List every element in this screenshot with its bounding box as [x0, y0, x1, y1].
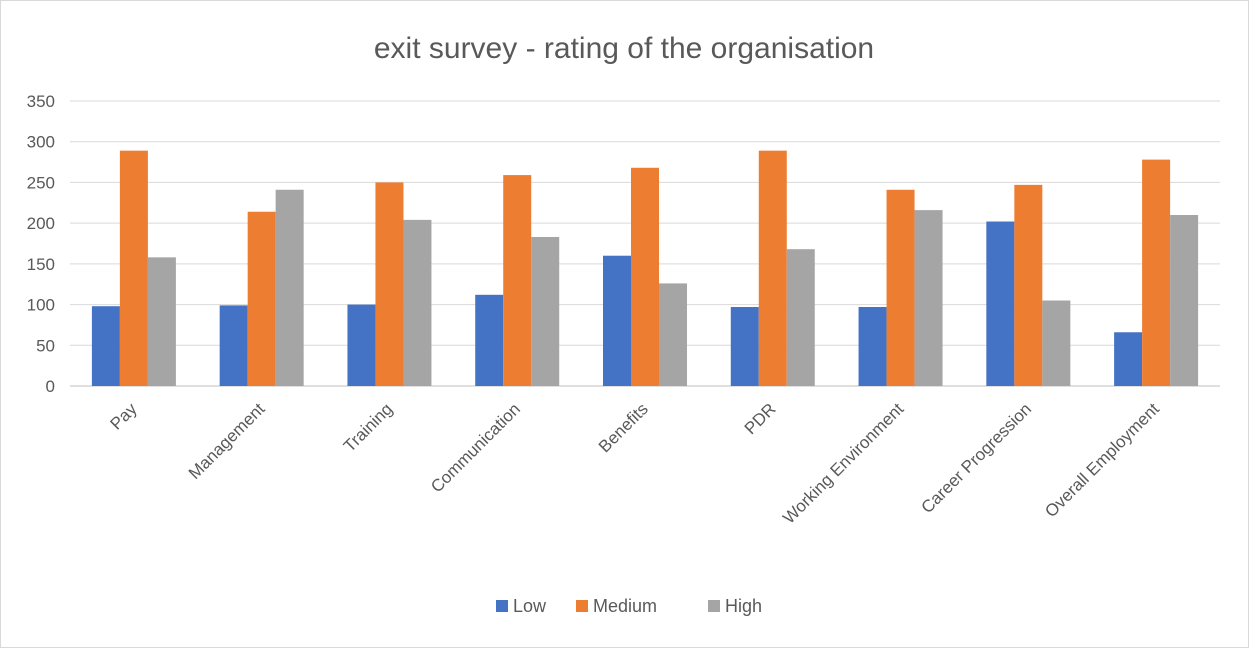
bar-medium-management	[247, 211, 276, 386]
x-axis-labels: Pay Management Training Communication Benefi…	[107, 399, 1164, 527]
bar-low-pay	[91, 306, 120, 386]
bar-medium-pdr	[758, 150, 787, 386]
bar-medium-working-environment	[886, 189, 915, 386]
bar-high-working-environment	[914, 210, 943, 386]
bar-medium-pay	[119, 150, 148, 386]
bar-high-management	[275, 189, 304, 386]
bar-low-benefits	[603, 255, 631, 386]
bar-low-working-environment	[858, 307, 887, 386]
legend-label-low: Low	[513, 596, 547, 616]
bar-high-benefits	[659, 283, 687, 386]
bar-high-communication	[531, 236, 560, 386]
bar-low-communication	[475, 294, 504, 386]
legend-label-high: High	[725, 596, 762, 616]
x-tick-label: Benefits	[595, 399, 652, 456]
x-tick-label: Working Environment	[779, 399, 907, 527]
bar-low-training	[347, 304, 376, 386]
x-tick-label: Overall Employment	[1041, 399, 1163, 521]
bar-medium-benefits	[631, 167, 659, 386]
x-tick-label: PDR	[741, 399, 780, 438]
x-tick-label: Management	[185, 399, 269, 483]
legend-swatch-high	[708, 600, 720, 612]
y-tick-label: 0	[46, 377, 55, 396]
y-tick-label: 300	[27, 133, 55, 152]
y-tick-label: 50	[36, 336, 55, 355]
y-tick-label: 250	[27, 173, 55, 192]
bar-medium-communication	[503, 175, 532, 386]
bar-high-pdr	[786, 249, 815, 386]
y-tick-label: 100	[27, 296, 55, 315]
x-tick-label: Career Progression	[917, 399, 1035, 517]
x-tick-label: Training	[340, 399, 396, 455]
chart-title: exit survey - rating of the organisation	[374, 32, 874, 65]
legend-swatch-medium	[576, 600, 588, 612]
y-tick-label: 150	[27, 255, 55, 274]
y-tick-label: 350	[27, 92, 55, 111]
bar-low-pdr	[730, 307, 759, 386]
x-tick-label: Pay	[107, 399, 142, 434]
bar-high-overall-employment	[1170, 215, 1199, 386]
bar-low-management	[219, 305, 248, 386]
bar-low-overall-employment	[1114, 332, 1143, 386]
legend-label-medium: Medium	[593, 596, 657, 616]
legend-swatch-low	[496, 600, 508, 612]
bar-high-training	[403, 219, 432, 386]
y-axis-ticks: 0 50 100 150 200 250 300 350	[27, 92, 55, 396]
bar-high-career-progression	[1042, 300, 1071, 386]
x-tick-label: Communication	[427, 399, 524, 496]
bar-medium-career-progression	[1014, 184, 1043, 386]
bar-high-pay	[147, 257, 176, 386]
bars	[91, 150, 1199, 386]
y-tick-label: 200	[27, 214, 55, 233]
bar-medium-training	[375, 182, 404, 386]
bar-low-career-progression	[986, 221, 1015, 386]
bar-medium-overall-employment	[1142, 159, 1171, 386]
legend: Low Medium High	[496, 596, 762, 616]
